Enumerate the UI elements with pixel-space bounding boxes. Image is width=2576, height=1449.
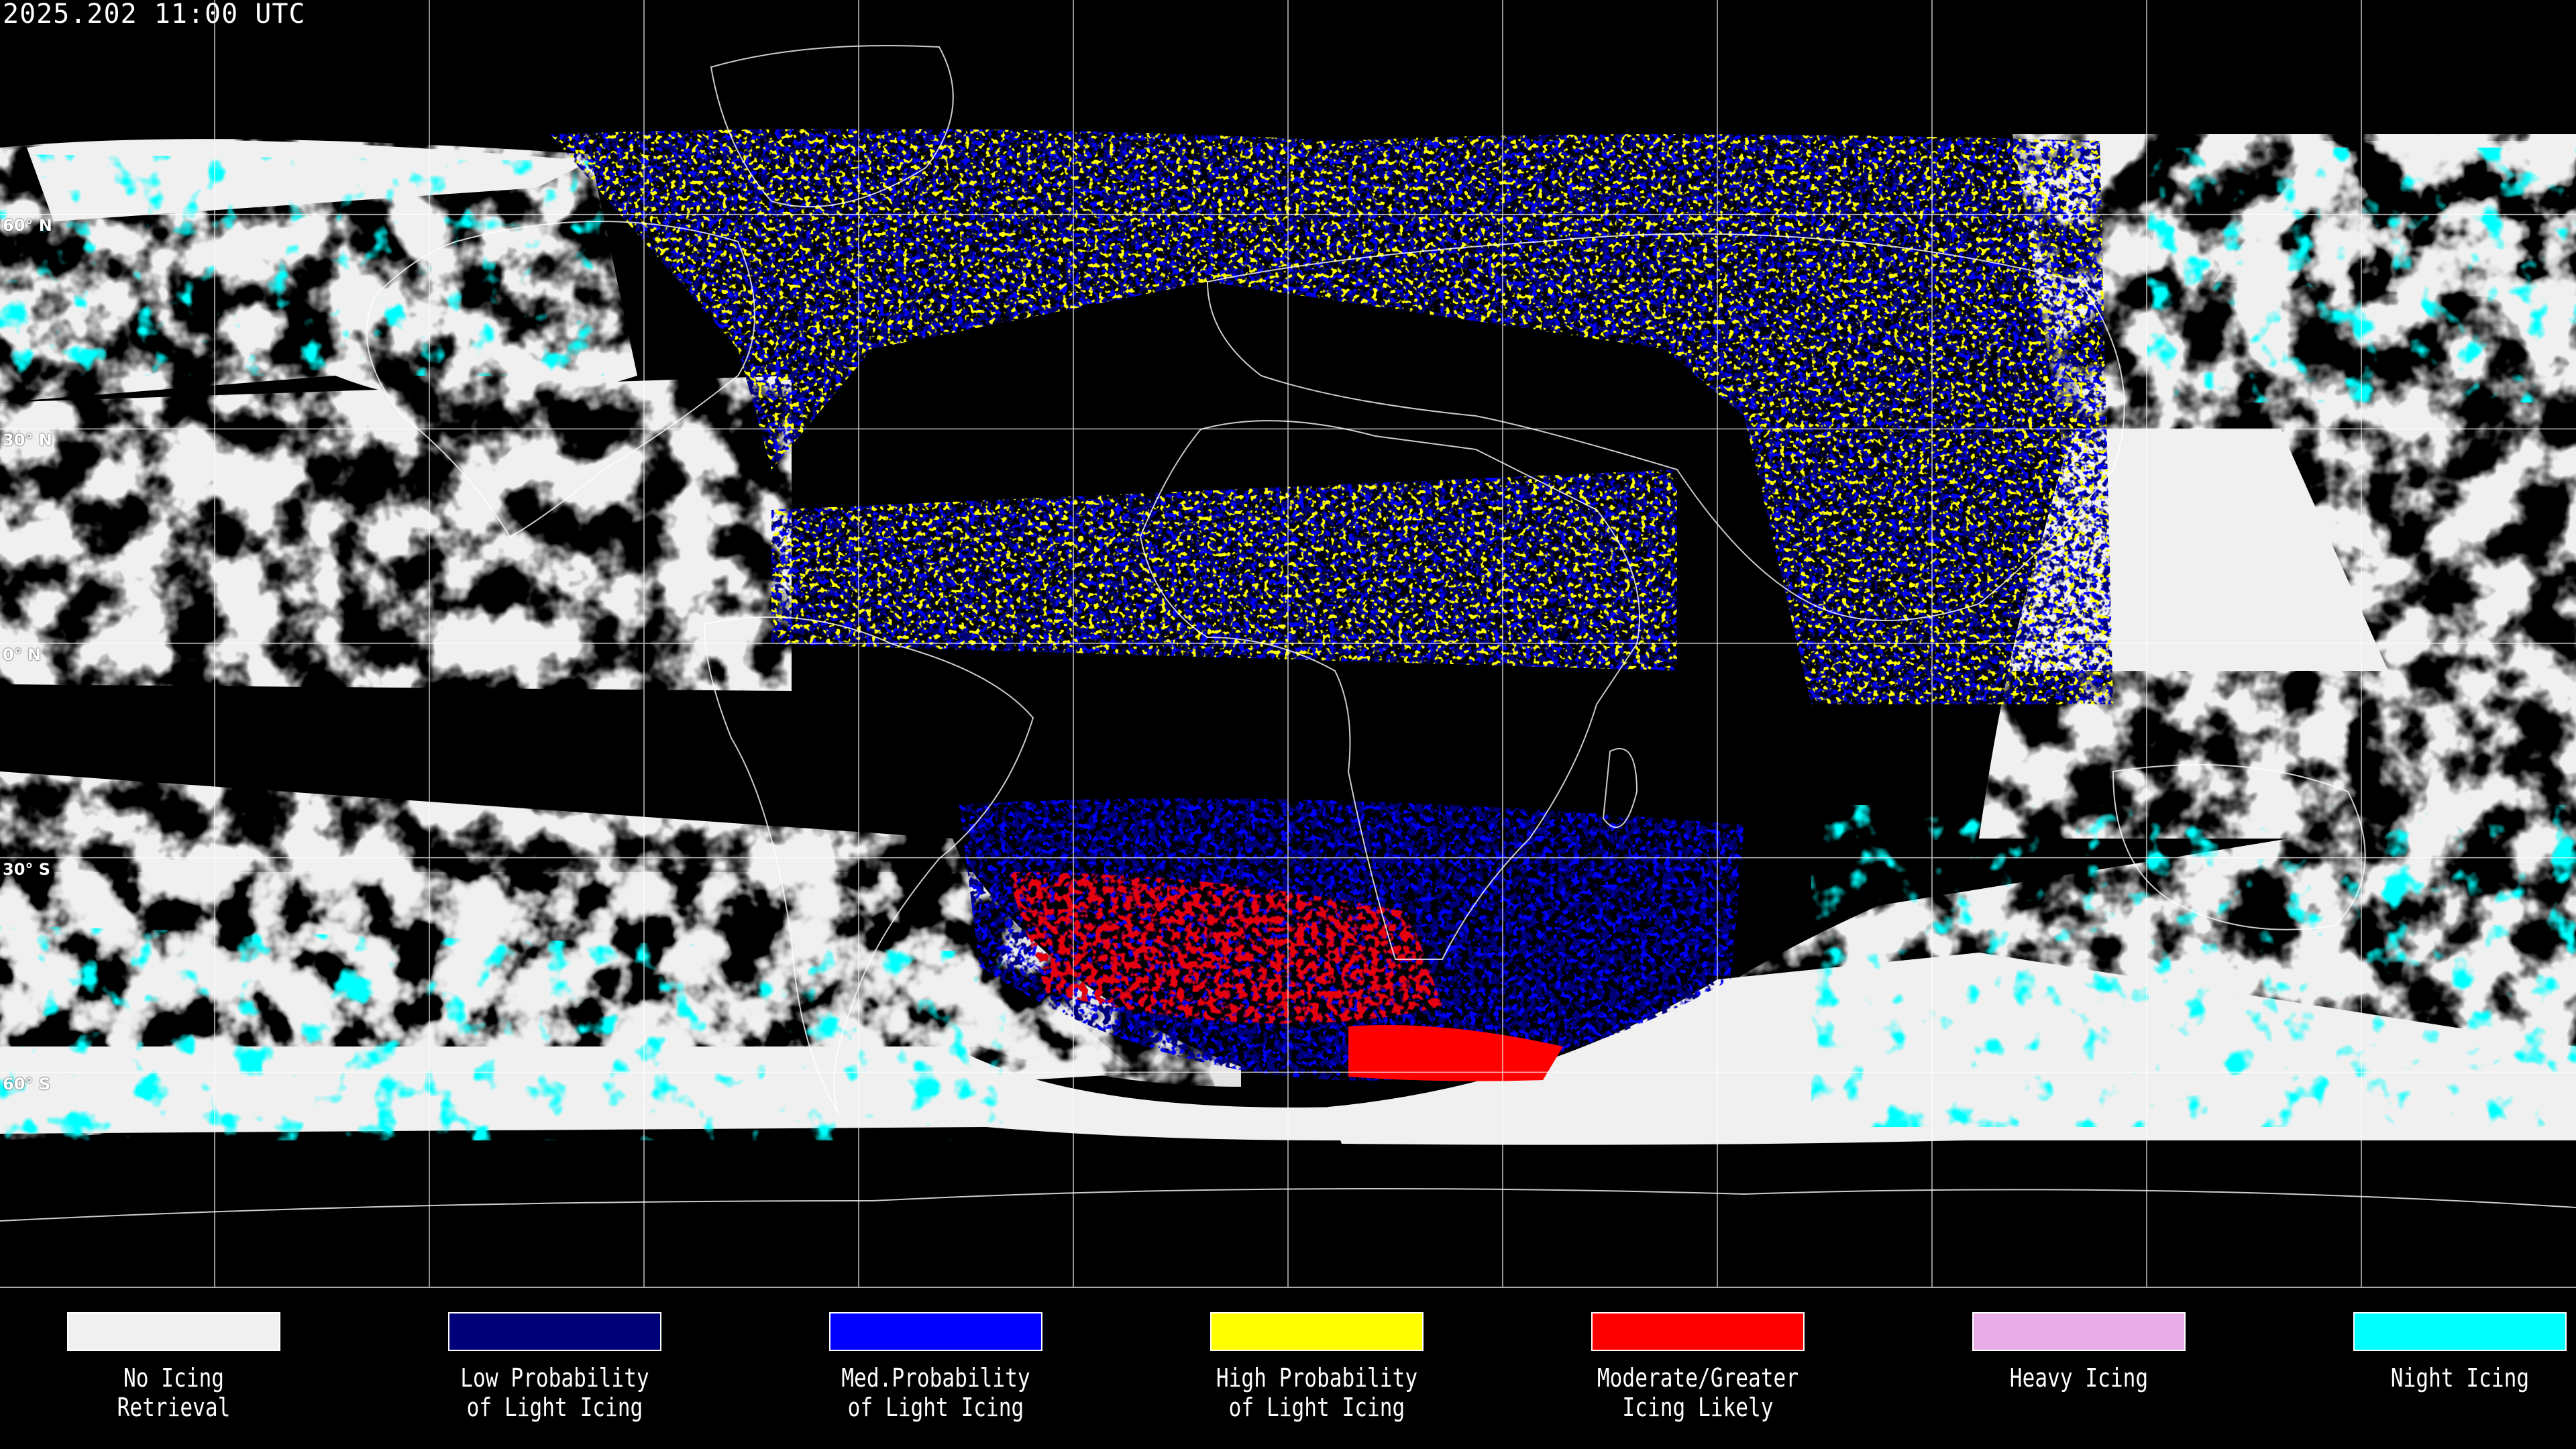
legend-label: No Icing Retrieval <box>117 1363 231 1422</box>
legend-item: Low Probability of Light Icing <box>364 1312 745 1422</box>
legend-item: Med.Probability of Light Icing <box>745 1312 1126 1422</box>
legend-label: Med.Probability of Light Icing <box>841 1363 1030 1422</box>
legend-item: No Icing Retrieval <box>0 1312 364 1422</box>
coastlines <box>0 45 2576 1222</box>
map-canvas <box>0 0 2576 1287</box>
legend-swatch <box>67 1312 280 1351</box>
legend-swatch <box>448 1312 661 1351</box>
lat-label-60s: 60° S <box>3 1075 51 1093</box>
legend-swatch <box>1972 1312 2186 1351</box>
graticule <box>0 0 2576 1287</box>
legend-label: Night Icing <box>2390 1363 2530 1393</box>
legend-label: Moderate/Greater Icing Likely <box>1597 1363 1799 1422</box>
lat-label-0n: 0° N <box>3 645 42 664</box>
timestamp: 2025.202 11:00 UTC <box>3 0 306 30</box>
legend: No Icing Retrieval Low Probability of Lig… <box>0 1288 2576 1449</box>
legend-swatch <box>1591 1312 1805 1351</box>
legend-label: High Probability of Light Icing <box>1216 1363 1418 1422</box>
moderate-icing-area <box>1348 1025 1563 1081</box>
legend-item: Heavy Icing <box>1888 1312 2269 1393</box>
lat-label-30s: 30° S <box>3 860 51 879</box>
legend-item: Moderate/Greater Icing Likely <box>1507 1312 1888 1422</box>
legend-label: Heavy Icing <box>2009 1363 2149 1393</box>
legend-label: Low Probability of Light Icing <box>460 1363 649 1422</box>
lat-label-30n: 30° N <box>3 431 52 449</box>
legend-item: Night Icing <box>2269 1312 2576 1393</box>
night-icing-regions <box>0 148 2576 1140</box>
icing-map: 2025.202 11:00 UTC 60° N 30° N 0° N 30° … <box>0 0 2576 1287</box>
legend-item: High Probability of Light Icing <box>1126 1312 1507 1422</box>
legend-swatch <box>829 1312 1042 1351</box>
legend-swatch <box>2353 1312 2567 1351</box>
legend-swatch <box>1210 1312 1424 1351</box>
lat-label-60n: 60° N <box>3 216 52 235</box>
icing-retrieval-regions <box>550 129 2113 1081</box>
map-legend-divider <box>0 1287 2576 1288</box>
